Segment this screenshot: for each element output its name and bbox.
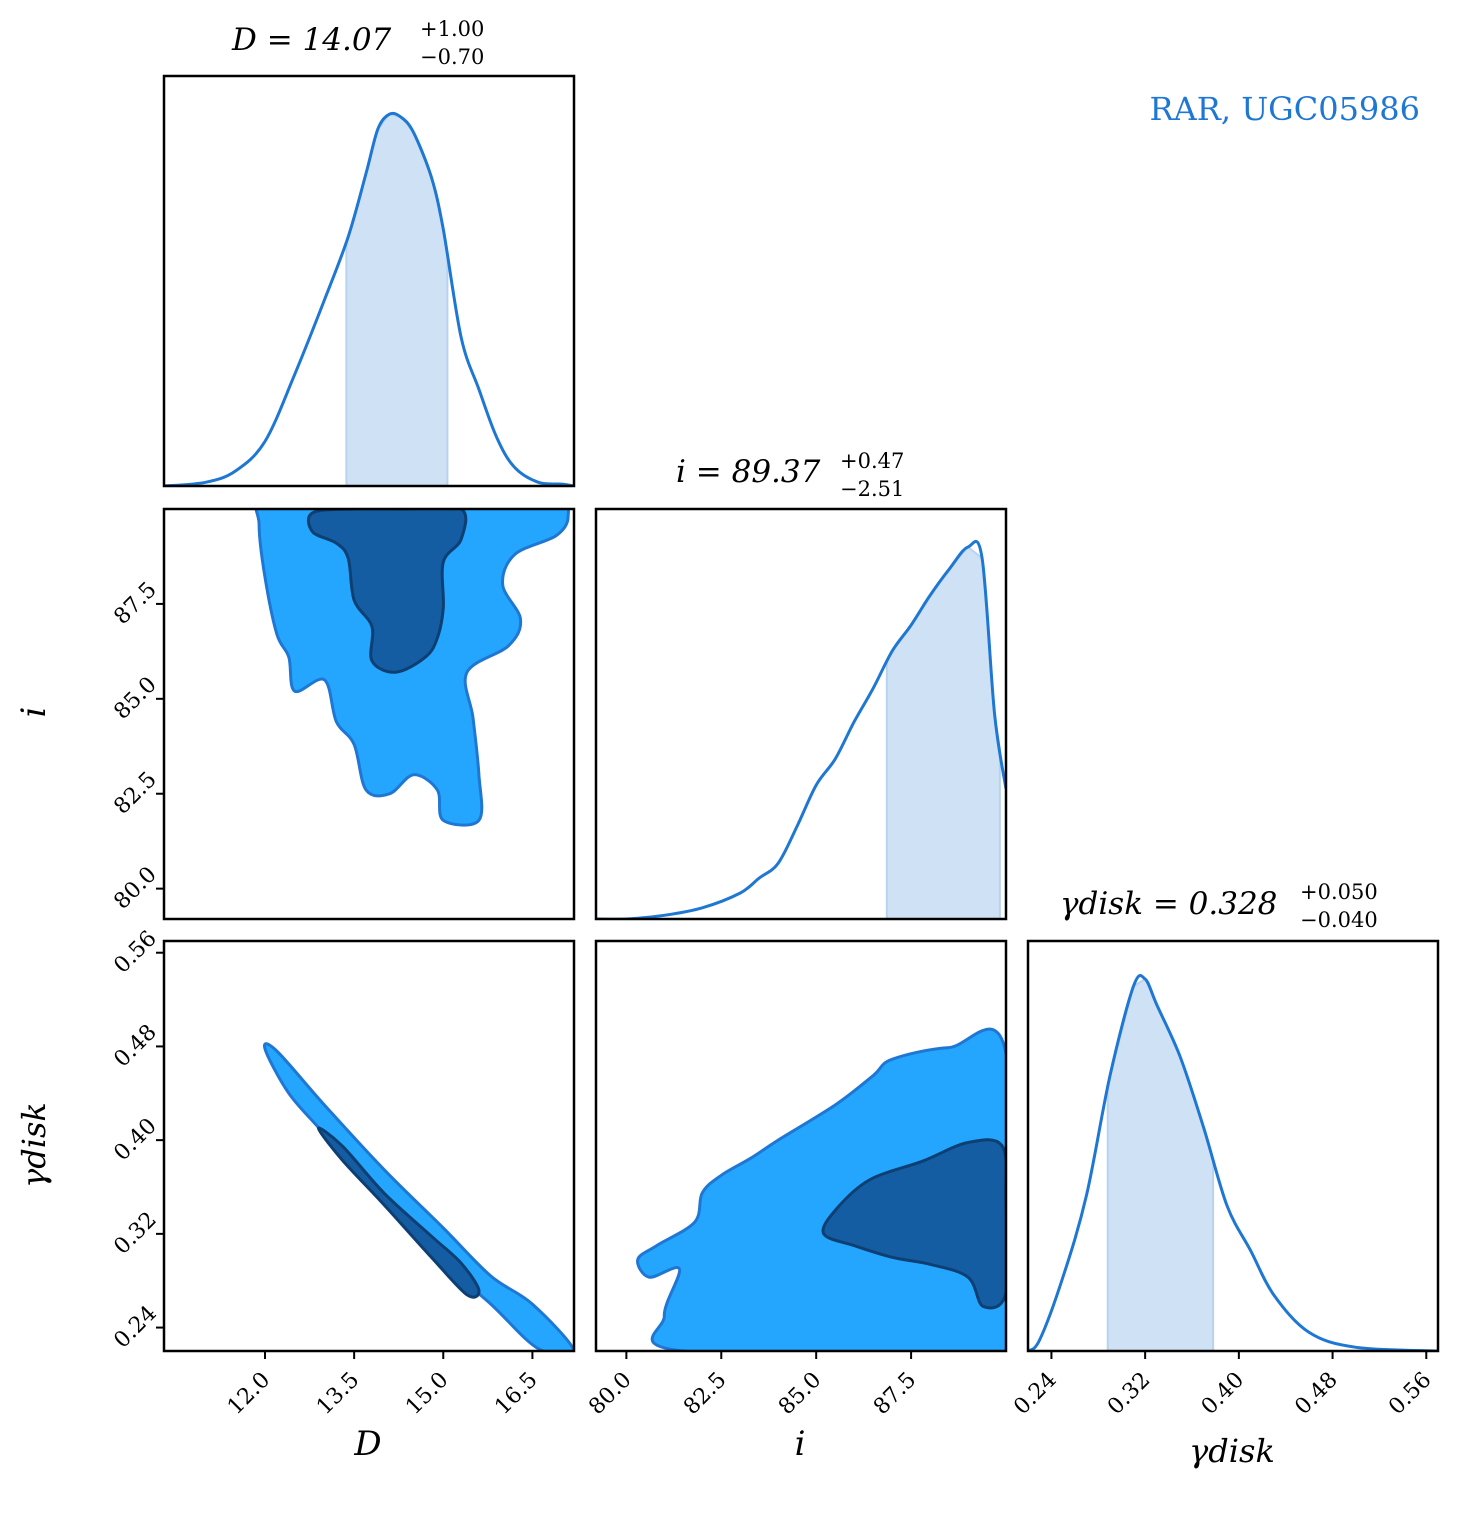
x-tick-label-i-0: 80.0 bbox=[584, 1368, 636, 1420]
title-gamma-plus: +0.050 bbox=[1300, 880, 1378, 904]
plot-layer: 12.0 13.5 15.0 16.5 80.0 82.5 85.0 87.5 0.24 0.32… bbox=[109, 74, 1440, 1420]
x-tick-label-D-3: 16.5 bbox=[490, 1368, 542, 1420]
y-tick-label-i-2: 85.0 bbox=[109, 672, 161, 724]
title-i-lhs: i = 89.37 bbox=[676, 454, 821, 490]
y-axis-label-gamma: γdisk bbox=[15, 1102, 53, 1188]
x-axis-label-D: D bbox=[353, 1424, 381, 1464]
y-tick-label-gamma_disk-2: 0.40 bbox=[109, 1114, 161, 1166]
y-tick-label-i-3: 87.5 bbox=[109, 577, 161, 629]
density-line-i bbox=[596, 539, 1006, 919]
x-tick-label-D-0: 12.0 bbox=[223, 1368, 275, 1420]
x-tick-label-gamma_disk-1: 0.32 bbox=[1103, 1368, 1155, 1420]
title-gamma-minus: −0.040 bbox=[1300, 908, 1378, 932]
contour-inner-i_gamma bbox=[821, 1138, 1006, 1310]
y-tick-label-i-1: 82.5 bbox=[109, 767, 161, 819]
title-D: D = 14.07 +1.00 −0.70 bbox=[231, 17, 484, 69]
title-D-plus: +1.00 bbox=[420, 17, 484, 41]
x-axis-label-gamma: γdisk bbox=[1189, 1432, 1275, 1470]
y-tick-label-gamma_disk-4: 0.56 bbox=[109, 926, 161, 978]
panel-frame-0-0 bbox=[162, 74, 576, 488]
y-tick-label-gamma_disk-1: 0.32 bbox=[109, 1207, 161, 1259]
contour-outer-i_gamma bbox=[636, 1027, 1006, 1351]
density-line-D bbox=[164, 111, 574, 486]
x-tick-label-i-1: 82.5 bbox=[679, 1368, 731, 1420]
x-tick-label-gamma_disk-0: 0.24 bbox=[1009, 1368, 1061, 1420]
credible-interval-D bbox=[345, 112, 449, 486]
title-gamma-lhs: γdisk = 0.328 bbox=[1060, 886, 1277, 922]
title-i: i = 89.37 +0.47 −2.51 bbox=[676, 449, 904, 501]
title-gamma: γdisk = 0.328 +0.050 −0.040 bbox=[1060, 880, 1378, 932]
panel-frame-1-2 bbox=[594, 939, 1008, 1353]
x-tick-label-gamma_disk-3: 0.48 bbox=[1290, 1368, 1342, 1420]
title-i-minus: −2.51 bbox=[840, 477, 904, 501]
x-axis-label-i: i bbox=[795, 1424, 806, 1464]
contour-inner-D_i bbox=[306, 509, 468, 674]
x-tick-label-i-2: 85.0 bbox=[774, 1368, 826, 1420]
y-tick-label-gamma_disk-3: 0.48 bbox=[109, 1020, 161, 1072]
y-tick-label-gamma_disk-0: 0.24 bbox=[109, 1301, 161, 1353]
annotation-label: RAR, UGC05986 bbox=[1150, 90, 1420, 128]
credible-interval-gamma_disk bbox=[1106, 977, 1215, 1351]
credible-interval-i bbox=[885, 545, 1001, 919]
x-tick-label-D-1: 13.5 bbox=[312, 1368, 364, 1420]
panel-frame-2-2 bbox=[1026, 939, 1440, 1353]
title-D-minus: −0.70 bbox=[420, 45, 484, 69]
x-tick-label-i-3: 87.5 bbox=[869, 1368, 921, 1420]
y-tick-label-i-0: 80.0 bbox=[109, 862, 161, 914]
y-axis-label-i: i bbox=[14, 707, 54, 718]
panel-frame-0-1 bbox=[162, 507, 576, 921]
panel-frame-1-1 bbox=[594, 507, 1008, 921]
contour-outer-D_gamma bbox=[263, 1042, 574, 1351]
title-D-lhs: D = 14.07 bbox=[231, 22, 392, 58]
x-tick-label-gamma_disk-4: 0.56 bbox=[1384, 1368, 1436, 1420]
contour-inner-D_gamma bbox=[316, 1126, 481, 1299]
x-tick-label-gamma_disk-2: 0.40 bbox=[1197, 1368, 1249, 1420]
x-tick-label-D-2: 15.0 bbox=[401, 1368, 453, 1420]
density-line-gamma_disk bbox=[1028, 974, 1438, 1351]
title-i-plus: +0.47 bbox=[840, 449, 904, 473]
panel-frame-0-2 bbox=[162, 939, 576, 1353]
